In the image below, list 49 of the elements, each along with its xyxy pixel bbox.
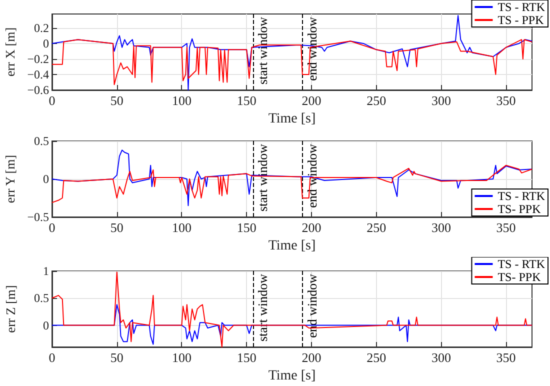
y-tick-label: 0 [43, 36, 49, 50]
x-tick-label: 350 [496, 220, 516, 235]
x-tick-label: 50 [110, 350, 124, 365]
x-axis-title: Time [s] [268, 111, 316, 126]
x-tick-label: 350 [496, 350, 516, 365]
y-tick-label: 0 [43, 172, 49, 186]
x-tick-label: 150 [236, 93, 256, 108]
legend-label: TS - RTK [498, 257, 546, 271]
x-tick-label: 300 [431, 93, 451, 108]
ref-line-label: end window [304, 143, 320, 208]
x-tick-label: 350 [496, 93, 516, 108]
legend-label: TS - RTK [498, 189, 546, 203]
y-axis-title: err Y [m] [2, 154, 18, 204]
legend-label: TS - RTK [498, 0, 546, 14]
ref-line-label: start window [255, 16, 270, 85]
y-tick-label: −0.2 [27, 52, 49, 66]
x-tick-label: 200 [302, 350, 322, 365]
x-tick-label: 100 [172, 93, 192, 108]
y-tick-label: 1 [43, 264, 49, 278]
y-tick-label: −0.5 [27, 210, 49, 224]
legend-label: TS- PPK [498, 270, 542, 284]
x-axis-title: Time [s] [268, 238, 316, 254]
ref-line-label: end window [304, 273, 320, 338]
x-tick-label: 200 [302, 220, 322, 235]
y-tick-label: 0.5 [34, 291, 49, 306]
x-tick-label: 50 [110, 220, 124, 235]
x-tick-label: 150 [236, 350, 256, 365]
x-tick-label: 250 [366, 220, 386, 235]
x-tick-label: 150 [236, 220, 256, 235]
y-tick-label: 0 [43, 318, 49, 332]
x-tick-label: 250 [366, 350, 386, 365]
ref-line-label: end window [304, 16, 320, 81]
ref-line-label: start window [255, 143, 270, 212]
y-tick-label: 0.5 [34, 134, 49, 148]
legend-label: TS- PPK [498, 202, 542, 216]
x-tick-label: 50 [110, 93, 124, 108]
y-axis-title: err Z [m] [3, 285, 18, 333]
y-tick-label: 0.2 [34, 20, 49, 35]
legend-label: TS - PPK [498, 13, 544, 27]
y-tick-label: −0.6 [27, 83, 49, 97]
x-tick-label: 100 [172, 350, 192, 365]
y-axis-title: err X [m] [2, 27, 18, 77]
x-axis-title: Time [s] [268, 368, 316, 384]
x-tick-label: 300 [431, 220, 451, 235]
y-tick-label: −0.4 [27, 67, 49, 82]
x-tick-label: 300 [431, 350, 451, 365]
x-tick-label: 200 [302, 93, 322, 108]
x-tick-label: 250 [366, 93, 386, 108]
x-tick-label: 100 [172, 220, 192, 235]
